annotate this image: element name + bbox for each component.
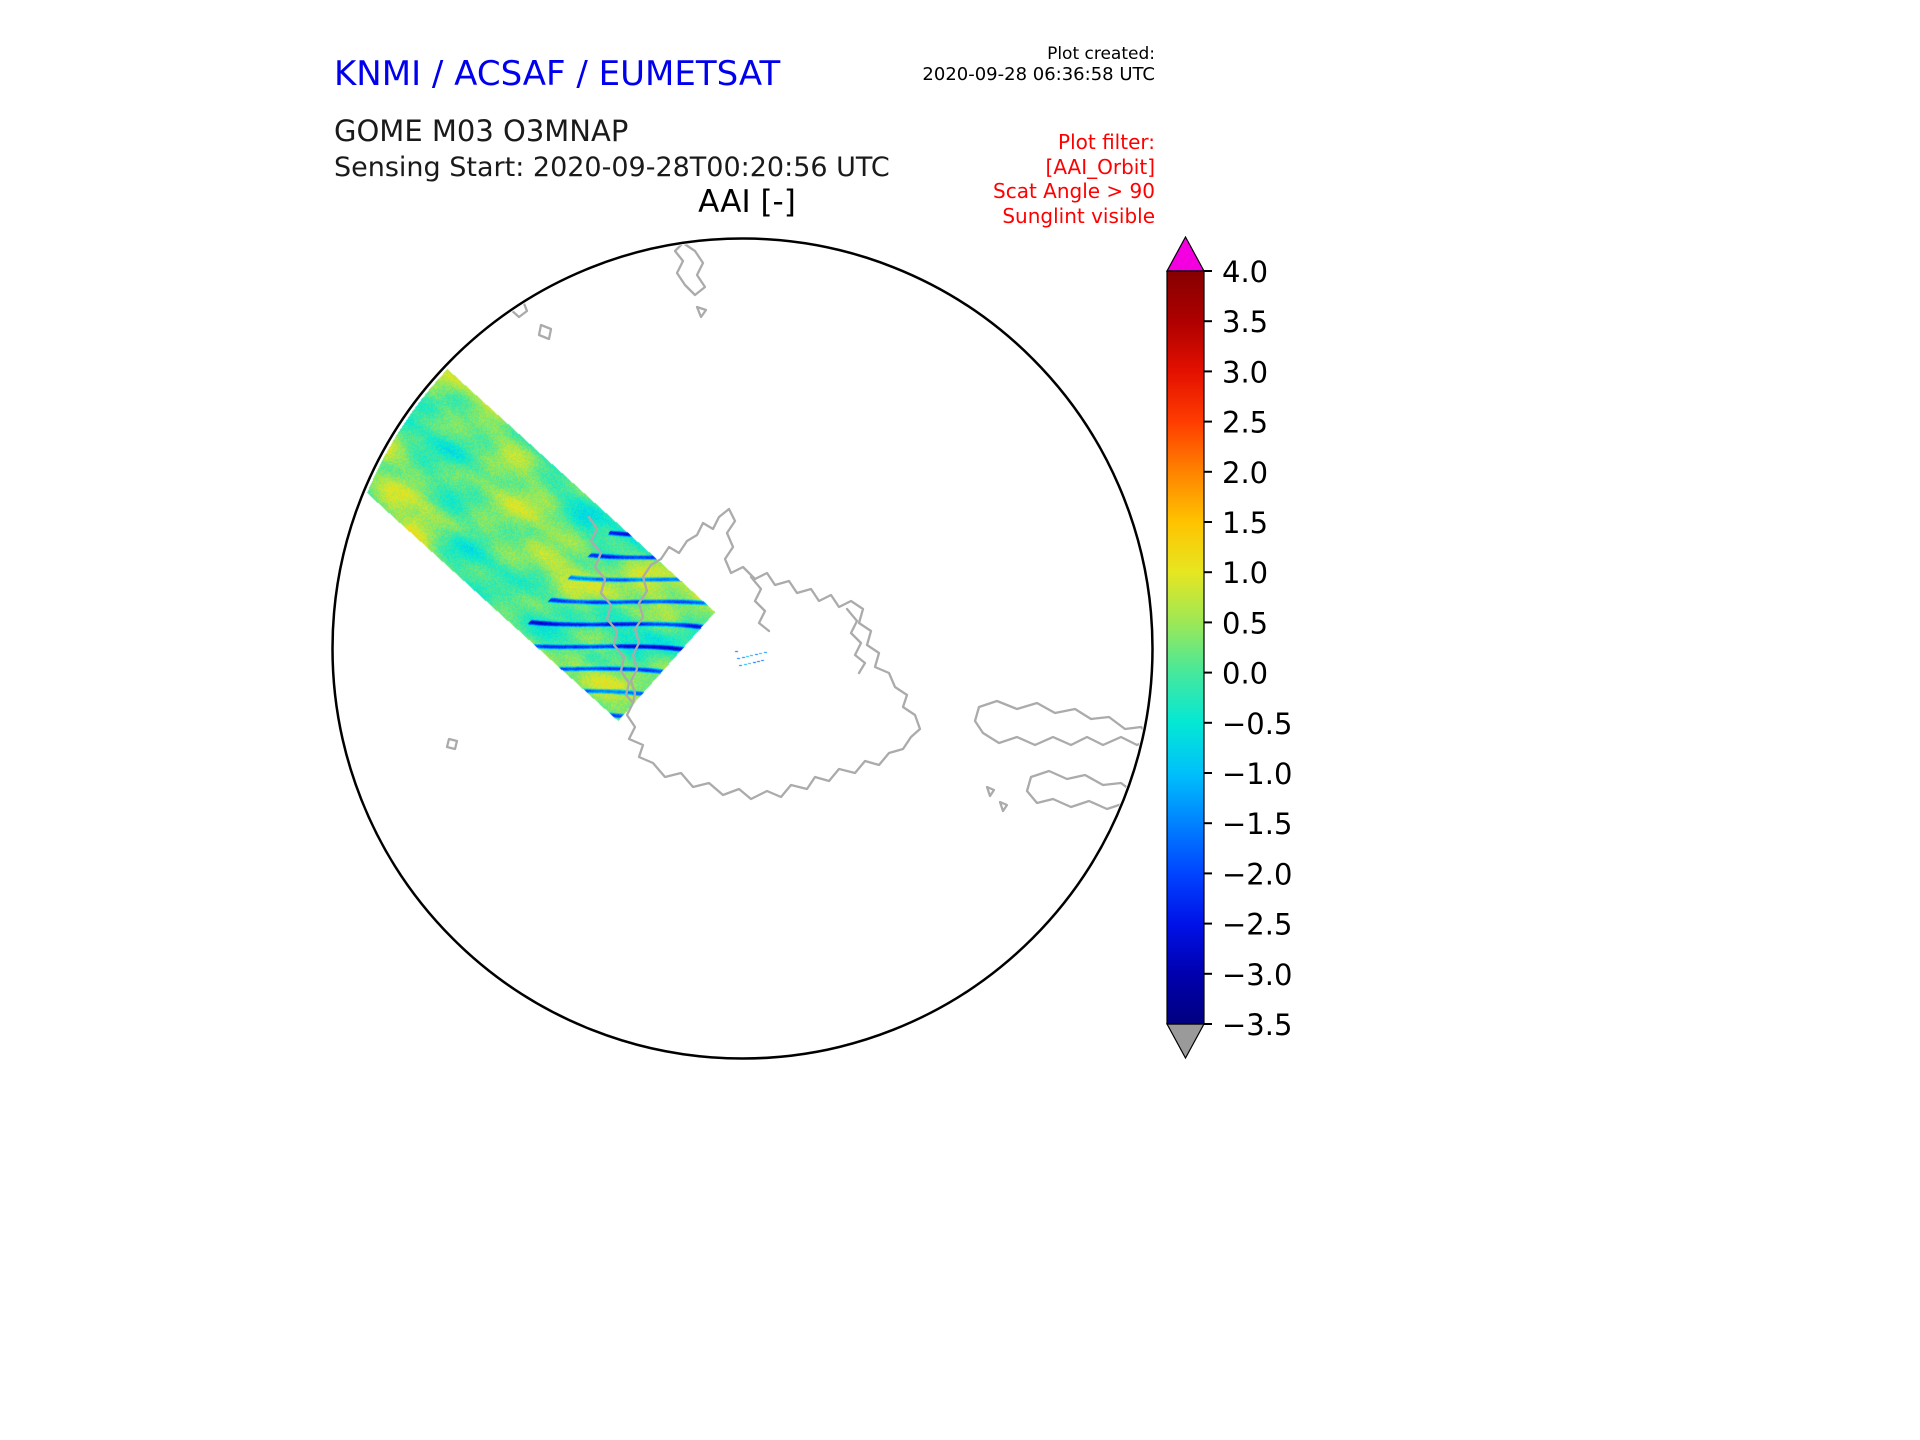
- plot-filter-line-4: Sunglint visible: [993, 204, 1155, 229]
- plot-title: AAI [-]: [698, 184, 796, 220]
- plot-filter-line-1: Plot filter:: [993, 130, 1155, 155]
- colorbar-tick-label: 0.0: [1222, 657, 1268, 691]
- plot-filter-line-2: [AAI_Orbit]: [993, 155, 1155, 180]
- plot-created-value: 2020-09-28 06:36:58 UTC: [922, 64, 1155, 85]
- coastline-ice-shelf-1: [751, 577, 769, 631]
- colorbar-tick-label: −1.0: [1222, 757, 1292, 791]
- plot-created-label: Plot created:: [922, 44, 1155, 64]
- coastline-top-islet: [697, 307, 706, 317]
- plot-filter-line-3: Scat Angle > 90: [993, 179, 1155, 204]
- colorbar-under-arrow: [1167, 1024, 1204, 1058]
- colorbar-tick-label: −3.0: [1222, 958, 1292, 992]
- plot-created: Plot created: 2020-09-28 06:36:58 UTC: [922, 44, 1155, 85]
- colorbar: 4.0 3.5 3.0 2.5 2.0 1.5 1.0 0.5 0.0 −0.5 −1.0 −1.5 −…: [1150, 231, 1470, 1081]
- colorbar-tick-label: 1.5: [1222, 506, 1268, 540]
- polar-map: [331, 237, 1154, 1060]
- colorbar-tick-label: 3.5: [1222, 305, 1268, 339]
- coastline-antarctic-peninsula: [589, 517, 633, 703]
- coastline-ice-shelf-2: [847, 609, 865, 673]
- colorbar-tick-label: 4.0: [1222, 255, 1268, 289]
- colorbar-ticks: 4.0 3.5 3.0 2.5 2.0 1.5 1.0 0.5 0.0 −0.5 −1.0 −1.5 −…: [1204, 255, 1292, 1042]
- map-boundary-circle: [333, 239, 1153, 1059]
- colorbar-svg: 4.0 3.5 3.0 2.5 2.0 1.5 1.0 0.5 0.0 −0.5 −1.0 −1.5 −…: [1150, 231, 1470, 1081]
- coastline-right-islet-b: [1000, 802, 1007, 811]
- coastline-right-landmass-b: [1027, 771, 1154, 811]
- colorbar-tick-label: −2.5: [1222, 908, 1292, 942]
- colorbar-tick-label: 2.5: [1222, 406, 1268, 440]
- colorbar-tick-label: 2.0: [1222, 456, 1268, 490]
- coastline-top-island: [675, 243, 705, 295]
- sensing-start: Sensing Start: 2020-09-28T00:20:56 UTC: [334, 152, 890, 183]
- colorbar-tick-label: −2.0: [1222, 857, 1292, 891]
- colorbar-gradient-bar: [1167, 271, 1204, 1024]
- coastline-antarctica-mainland: [627, 509, 920, 799]
- colorbar-tick-label: 1.0: [1222, 556, 1268, 590]
- coastline-right-landmass-a: [975, 701, 1151, 745]
- colorbar-tick-label: 0.5: [1222, 606, 1268, 640]
- organization-title: KNMI / ACSAF / EUMETSAT: [334, 54, 780, 94]
- colorbar-over-arrow: [1167, 237, 1204, 271]
- product-name: GOME M03 O3MNAP: [334, 114, 628, 148]
- coastline-left-island-b: [539, 325, 551, 339]
- colorbar-tick-label: −3.5: [1222, 1008, 1292, 1042]
- plot-filter: Plot filter: [AAI_Orbit] Scat Angle > 90…: [993, 130, 1155, 228]
- plot-page: KNMI / ACSAF / EUMETSAT Plot created: 20…: [0, 0, 1920, 1440]
- coastline-right-islet-a: [987, 787, 994, 796]
- colorbar-tick-label: −1.5: [1222, 807, 1292, 841]
- colorbar-tick-label: 3.0: [1222, 355, 1268, 389]
- coastline-southwest-islet: [447, 739, 457, 749]
- coastline-layer: [331, 237, 1154, 1060]
- colorbar-tick-label: −0.5: [1222, 707, 1292, 741]
